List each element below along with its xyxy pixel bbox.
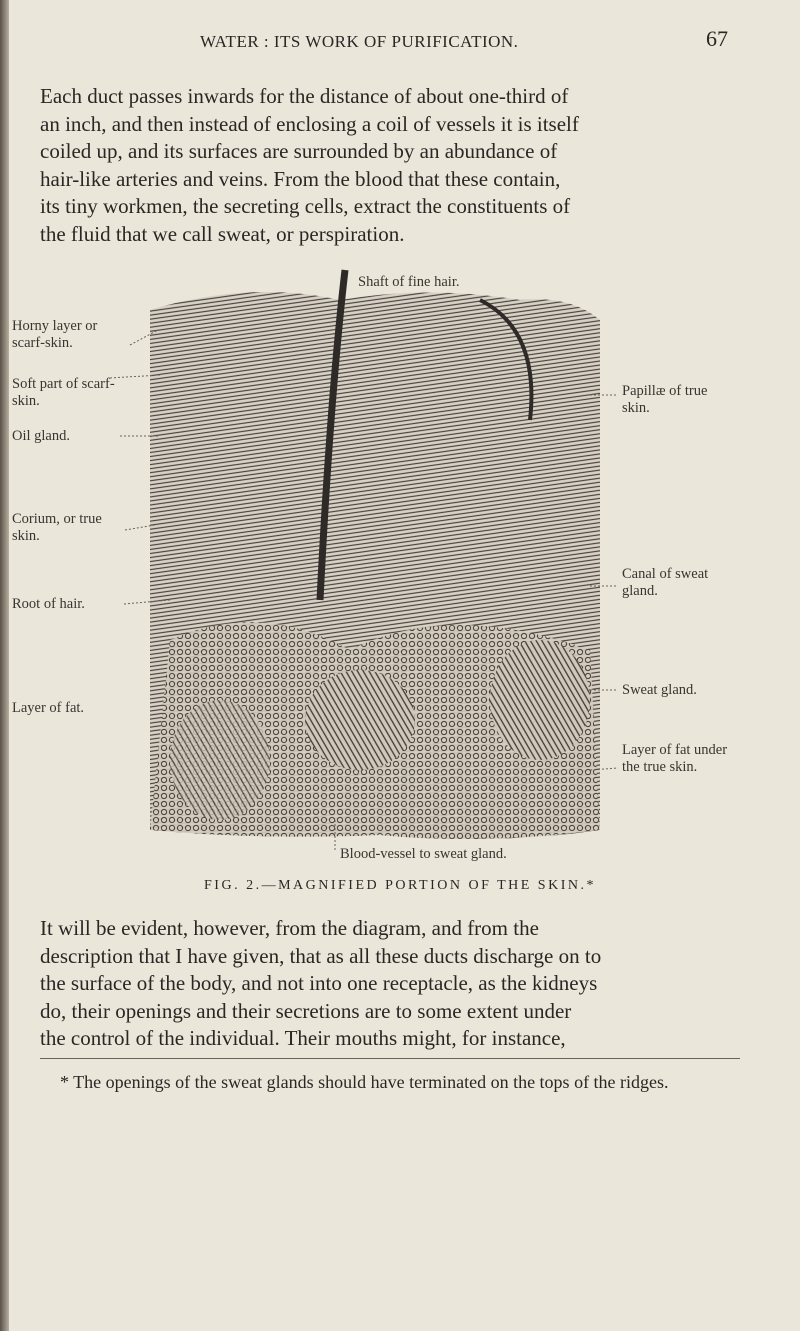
text-line: do, their openings and their secretions … <box>40 998 572 1023</box>
figure-label: Shaft of fine hair. <box>358 274 460 290</box>
figure-caption: FIG. 2.—MAGNIFIED PORTION OF THE SKIN.* <box>204 878 596 893</box>
leader-line <box>589 767 619 771</box>
text-line: the fluid that we call sweat, or perspir… <box>40 221 405 246</box>
text-line: an inch, and then instead of enclosing a… <box>40 111 579 136</box>
figure-label: Horny layer or scarf-skin. <box>12 318 98 351</box>
text-line: its tiny workmen, the secreting cells, e… <box>40 194 571 218</box>
page-edge <box>0 0 9 1331</box>
text-line: description that I have given, that as a… <box>40 943 602 968</box>
figure-label: Soft part of scarf-skin. <box>12 376 115 409</box>
skin-illustration <box>150 269 600 839</box>
fat-lobule <box>170 700 270 820</box>
text-line: Each duct passes inwards for the distanc… <box>40 84 569 108</box>
leader-line <box>129 329 159 346</box>
text-line: coiled up, and its surfaces are surround… <box>40 139 558 163</box>
figure-label: Blood-vessel to sweat gland. <box>340 846 507 862</box>
text-line: It will be evident, however, from the di… <box>40 916 539 940</box>
footnote-rule <box>40 1058 740 1059</box>
sweat-gland <box>490 640 590 760</box>
running-header: WATER : ITS WORK OF PURIFICATION. <box>200 32 519 51</box>
page-number: 67 <box>706 26 728 51</box>
leader-line <box>123 599 171 605</box>
figure-label: Sweat gland. <box>622 682 697 698</box>
figure-label: Canal of sweat gland. <box>622 566 709 599</box>
figure-label: Layer of fat under the true skin. <box>622 742 728 775</box>
figure-label: Root of hair. <box>12 596 85 612</box>
fat-layer <box>150 622 600 839</box>
skin-section <box>150 292 600 839</box>
figure-label: Papillæ of true skin. <box>622 383 708 416</box>
hair-shaft <box>316 269 349 601</box>
figure-label: Oil gland. <box>12 428 70 444</box>
leader-line <box>124 524 156 531</box>
papilla <box>479 298 534 421</box>
figure-label: Layer of fat. <box>12 700 85 716</box>
sweat-gland <box>305 670 415 770</box>
text-line: the surface of the body, and not into on… <box>40 971 598 995</box>
text-line: the control of the individual. Their mou… <box>40 1026 566 1050</box>
text-line: hair-like arteries and veins. From the b… <box>40 166 561 191</box>
figure-label: Corium, or true skin. <box>12 511 102 544</box>
footnote: * The openings of the sweat glands shoul… <box>60 1072 669 1092</box>
leader-lines <box>109 329 619 850</box>
